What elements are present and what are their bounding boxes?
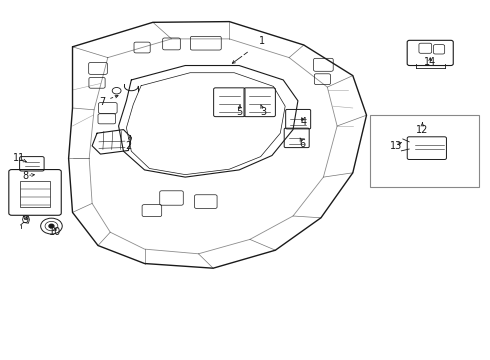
Text: 3: 3 [261,107,267,117]
Text: 10: 10 [49,227,61,237]
Text: 1: 1 [259,36,265,46]
Circle shape [49,224,54,228]
Bar [20,181,50,207]
Text: 12: 12 [416,125,429,135]
Text: 11: 11 [13,153,24,163]
Text: 14: 14 [424,57,436,67]
Text: 2: 2 [125,141,131,151]
Text: 7: 7 [99,96,105,107]
Bar [370,115,479,187]
Text: 13: 13 [390,141,402,151]
Text: 8: 8 [23,171,28,181]
Text: 5: 5 [236,107,242,117]
Text: 9: 9 [23,215,28,225]
Text: 4: 4 [301,117,307,127]
Text: 6: 6 [300,139,306,149]
